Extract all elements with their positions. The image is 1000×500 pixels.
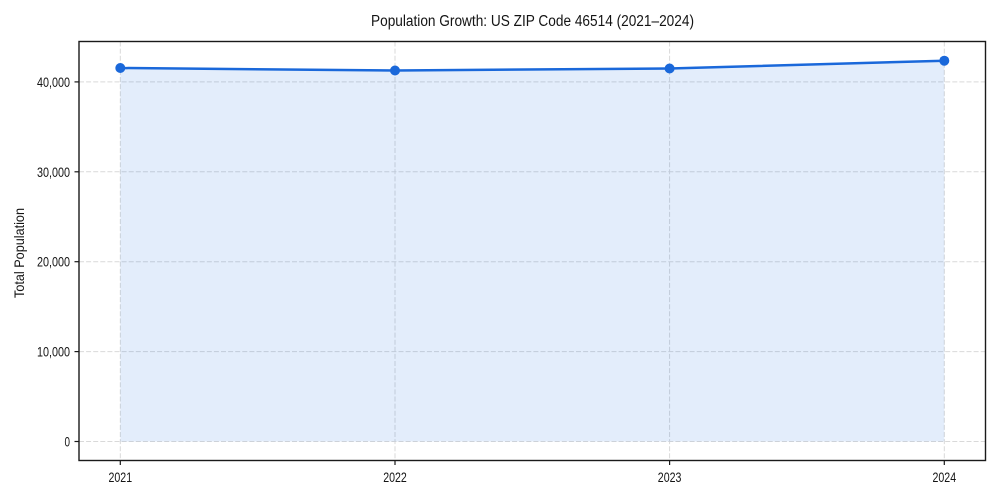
svg-text:30,000: 30,000 [37,164,70,180]
svg-text:40,000: 40,000 [37,74,70,90]
svg-text:2024: 2024 [933,469,957,485]
svg-text:Total Population: Total Population [11,208,27,298]
svg-text:2021: 2021 [109,469,133,485]
svg-text:10,000: 10,000 [37,344,70,360]
svg-text:Population Growth: US ZIP Code: Population Growth: US ZIP Code 46514 (20… [371,13,694,30]
svg-text:20,000: 20,000 [37,254,70,270]
svg-text:2023: 2023 [658,469,682,485]
svg-text:2022: 2022 [383,469,407,485]
svg-text:0: 0 [65,434,71,450]
